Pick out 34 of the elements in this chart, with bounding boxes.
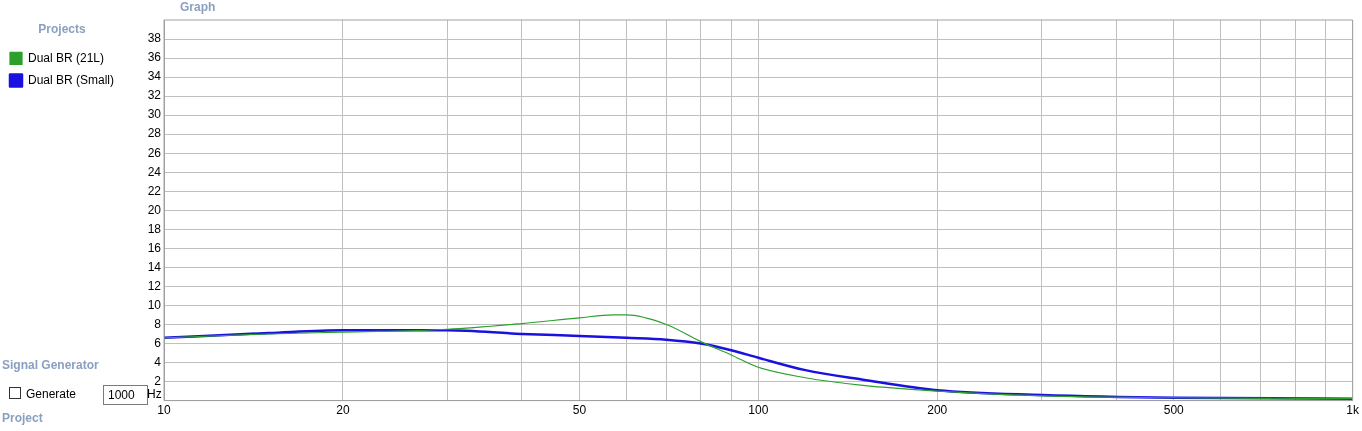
y-tick-label: 32 [147,88,162,103]
text: Signal Generator [2,358,99,372]
x-tick-label: 50 [572,403,587,418]
x-tick-label: 1k [1346,403,1360,418]
y-tick-label: 38 [147,31,162,46]
x-tick-label: 500 [1163,403,1185,418]
text: Graph [180,0,216,14]
x-tick-label: 100 [748,403,769,418]
y-tick-label: 34 [147,69,162,84]
y-tick-label: 28 [147,126,162,141]
legend-label: Dual BR (21L) [28,50,105,65]
text: Hz [147,387,162,401]
y-tick-label: 14 [147,259,162,274]
y-tick-label: 36 [147,50,162,65]
x-tick-label: 20 [336,403,350,418]
y-tick-label: 12 [147,278,162,293]
y-tick-label: 4 [154,354,162,369]
y-tick-label: 6 [154,335,162,350]
x-tick-label: 200 [927,403,948,418]
y-tick-label: 30 [147,107,162,122]
y-tick-label: 20 [147,202,162,217]
y-tick-label: 22 [147,183,162,198]
legend-label: Dual BR (Small) [28,72,115,87]
legend-title: Projects [38,22,87,37]
y-tick-label: 8 [154,316,162,331]
text: Generate [26,387,77,401]
y-tick-label: 18 [147,221,162,236]
text: Project [2,411,43,425]
y-tick-label: 2 [154,373,162,388]
y-tick-label: 16 [147,240,162,255]
y-tick-label: 24 [147,164,162,179]
y-tick-label: 10 [147,297,162,312]
text: 1000 [103,385,148,405]
y-tick-label: 26 [147,145,162,160]
